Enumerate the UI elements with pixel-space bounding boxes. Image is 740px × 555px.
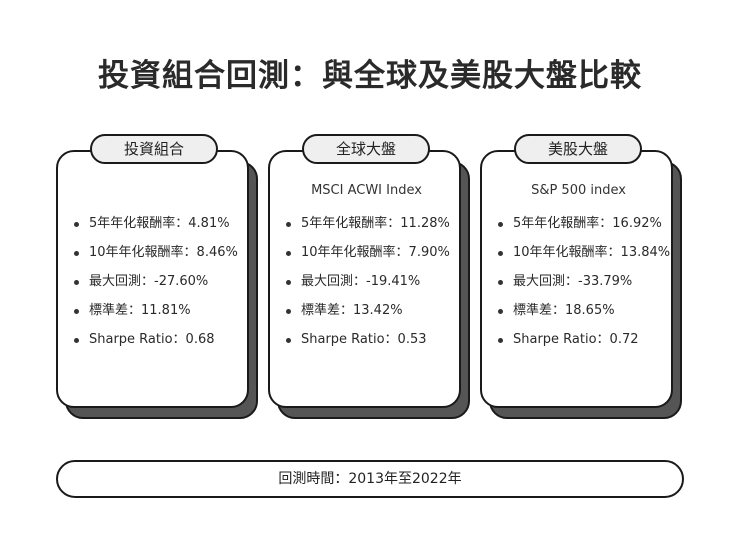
metric-max-drawdown: 最大回測：-33.79%	[498, 273, 670, 302]
metric-std-dev: 標準差：11.81%	[74, 302, 238, 331]
page-title: 投資組合回測：與全球及美股大盤比較	[98, 58, 642, 94]
metric-annual-return-10y: 10年年化報酬率：7.90%	[286, 244, 450, 273]
metric-annual-return-5y: 5年年化報酬率：11.28%	[286, 215, 450, 244]
metric-max-drawdown: 最大回測：-19.41%	[286, 273, 450, 302]
metric-sharpe-ratio: Sharpe Ratio：0.68	[74, 331, 238, 360]
backtest-period-footer: 回測時間：2013年至2022年	[56, 460, 684, 498]
card-body: S&P 500 index 5年年化報酬率：16.92% 10年年化報酬率：13…	[480, 150, 673, 408]
metric-max-drawdown: 最大回測：-27.60%	[74, 273, 238, 302]
metric-list: 5年年化報酬率：11.28% 10年年化報酬率：7.90% 最大回測：-19.4…	[286, 215, 450, 360]
card-body: 5年年化報酬率：4.81% 10年年化報酬率：8.46% 最大回測：-27.60…	[56, 150, 249, 408]
card-tab-global-market: 全球大盤	[302, 134, 430, 164]
card-portfolio: 5年年化報酬率：4.81% 10年年化報酬率：8.46% 最大回測：-27.60…	[56, 134, 258, 419]
card-us-market: S&P 500 index 5年年化報酬率：16.92% 10年年化報酬率：13…	[480, 134, 682, 419]
metric-annual-return-10y: 10年年化報酬率：13.84%	[498, 244, 670, 273]
metric-sharpe-ratio: Sharpe Ratio：0.53	[286, 331, 450, 360]
card-tab-portfolio: 投資組合	[90, 134, 218, 164]
metric-annual-return-10y: 10年年化報酬率：8.46%	[74, 244, 238, 273]
metric-annual-return-5y: 5年年化報酬率：16.92%	[498, 215, 670, 244]
card-subtitle: MSCI ACWI Index	[311, 183, 422, 198]
card-tab-us-market: 美股大盤	[514, 134, 642, 164]
metric-std-dev: 標準差：18.65%	[498, 302, 670, 331]
metric-list: 5年年化報酬率：4.81% 10年年化報酬率：8.46% 最大回測：-27.60…	[74, 215, 238, 360]
metric-std-dev: 標準差：13.42%	[286, 302, 450, 331]
card-subtitle: S&P 500 index	[531, 183, 626, 198]
metric-annual-return-5y: 5年年化報酬率：4.81%	[74, 215, 238, 244]
card-body: MSCI ACWI Index 5年年化報酬率：11.28% 10年年化報酬率：…	[268, 150, 461, 408]
metric-list: 5年年化報酬率：16.92% 10年年化報酬率：13.84% 最大回測：-33.…	[498, 215, 670, 360]
metric-sharpe-ratio: Sharpe Ratio：0.72	[498, 331, 670, 360]
card-global-market: MSCI ACWI Index 5年年化報酬率：11.28% 10年年化報酬率：…	[268, 134, 470, 419]
